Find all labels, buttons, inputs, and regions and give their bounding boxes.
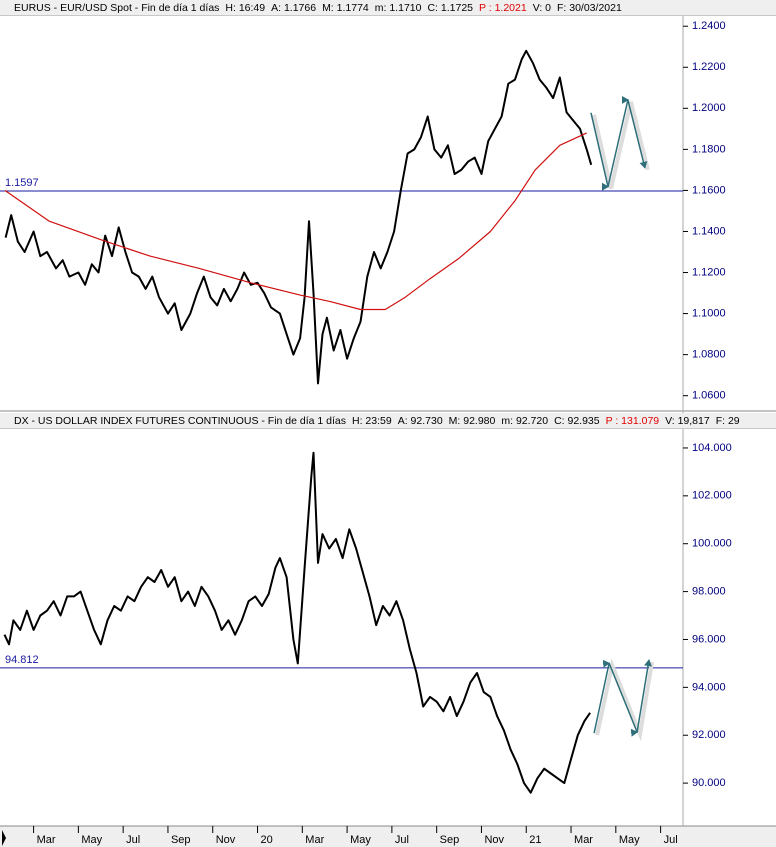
header-field: V: 19,817 (665, 415, 710, 427)
x-tick-label: Nov (216, 834, 236, 846)
pane-header: DX - US DOLLAR INDEX FUTURES CONTINUOUS … (0, 413, 776, 429)
header-field: M: 1.1774 (322, 2, 369, 14)
header-field: P : 1.2021 (479, 2, 527, 14)
y-tick-label: 1.0800 (692, 349, 726, 361)
header-field: m: 92.720 (501, 415, 549, 427)
y-tick-label: 90.000 (692, 777, 726, 789)
projection-shadow (595, 658, 654, 742)
x-tick-label: Mar (305, 834, 324, 846)
header-field: m: 1.1710 (374, 2, 422, 14)
y-tick-label: 1.1400 (692, 225, 726, 237)
x-tick-label: Jul (395, 834, 409, 846)
header-field: V: 0 (532, 2, 551, 14)
y-tick-label: 96.000 (692, 633, 726, 645)
y-tick-label: 102.000 (692, 490, 732, 502)
y-tick-label: 100.000 (692, 538, 732, 550)
y-tick-label: 1.2200 (692, 61, 726, 73)
header-field: M: 92.980 (448, 415, 496, 427)
y-tick-label: 104.000 (692, 442, 732, 454)
header-field: P : 131.079 (605, 415, 660, 427)
header-field: A: 1.1766 (271, 2, 317, 14)
level-label: 1.1597 (5, 177, 39, 189)
pane-header: EURUS - EUR/USD Spot - Fin de día 1 días… (0, 0, 776, 16)
header-field: F: 29 (715, 415, 740, 427)
y-tick-label: 1.1800 (692, 143, 726, 155)
y-tick-label: 92.000 (692, 729, 726, 741)
projection (590, 95, 648, 191)
y-tick-label: 1.1200 (692, 266, 726, 278)
x-tick-label: Nov (484, 834, 504, 846)
y-tick-label: 98.000 (692, 585, 726, 597)
price-line (3, 451, 591, 794)
header-field: DX - US DOLLAR INDEX FUTURES CONTINUOUS … (14, 415, 346, 427)
y-tick-label: 1.2000 (692, 102, 726, 114)
scroll-marker (2, 830, 6, 846)
level-label: 94.812 (5, 654, 39, 666)
price-line (4, 132, 587, 311)
x-tick-label: Sep (440, 834, 460, 846)
y-tick-label: 1.1000 (692, 307, 726, 319)
x-tick-label: May (350, 834, 371, 846)
y-tick-label: 1.0600 (692, 390, 726, 402)
x-tick-label: 20 (261, 834, 273, 846)
x-tick-label: Jul (664, 834, 678, 846)
price-line (4, 49, 593, 385)
x-tick-label: 21 (529, 834, 541, 846)
x-tick-label: May (81, 834, 102, 846)
header-field: C: 1.1725 (427, 2, 474, 14)
x-tick-label: May (619, 834, 640, 846)
y-tick-label: 1.1600 (692, 184, 726, 196)
header-field: H: 23:59 (352, 415, 392, 427)
header-field: A: 92.730 (397, 415, 443, 427)
y-tick-label: 94.000 (692, 681, 726, 693)
x-tick-label: Jul (126, 834, 140, 846)
header-field: F: 30/03/2021 (557, 2, 622, 14)
x-axis-strip (0, 826, 776, 847)
header-field: EURUS - EUR/USD Spot - Fin de día 1 días (14, 2, 220, 14)
header-field: H: 16:49 (225, 2, 266, 14)
x-tick-label: Mar (574, 834, 593, 846)
x-tick-label: Sep (171, 834, 191, 846)
y-tick-label: 1.2400 (692, 20, 726, 32)
x-tick-label: Mar (37, 834, 56, 846)
header-field: C: 92.935 (554, 415, 600, 427)
projection (593, 659, 652, 737)
